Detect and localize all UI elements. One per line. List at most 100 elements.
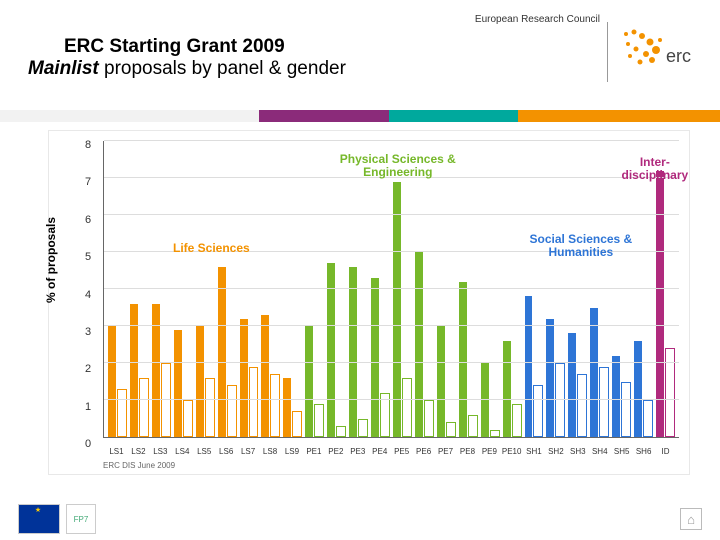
x-tick-label: LS4 xyxy=(173,447,192,456)
x-tick-label: SH6 xyxy=(634,447,653,456)
bar-female xyxy=(599,367,609,437)
bar-group xyxy=(503,141,522,437)
bar-group xyxy=(349,141,368,437)
bar-female xyxy=(292,411,302,437)
bar-female xyxy=(577,374,587,437)
bar-group xyxy=(656,141,675,437)
x-tick-label: LS7 xyxy=(239,447,258,456)
bar-male xyxy=(612,356,620,437)
bar-group xyxy=(196,141,215,437)
bar-male xyxy=(152,304,160,437)
chart-container: % of proposals Life SciencesPhysical Sci… xyxy=(48,130,690,475)
title-em: Mainlist xyxy=(28,58,99,79)
bar-male xyxy=(459,282,467,437)
bar-female xyxy=(468,415,478,437)
x-tick-label: PE1 xyxy=(304,447,323,456)
bar-male xyxy=(240,319,248,437)
bar-group xyxy=(546,141,565,437)
header-divider xyxy=(607,22,608,82)
gridline xyxy=(104,214,679,215)
slide-footer: FP7 ⌂ xyxy=(18,504,702,534)
fp7-icon: FP7 xyxy=(66,504,96,534)
y-tick-label: 4 xyxy=(85,289,91,301)
y-tick-label: 3 xyxy=(85,326,91,338)
x-tick-label: PE4 xyxy=(370,447,389,456)
bar-female xyxy=(533,385,543,437)
bar-group xyxy=(459,141,478,437)
bar-group xyxy=(130,141,149,437)
x-tick-label: SH5 xyxy=(612,447,631,456)
y-axis-title: % of proposals xyxy=(44,216,58,302)
y-tick-label: 5 xyxy=(85,251,91,263)
bar-group xyxy=(174,141,193,437)
bar-group xyxy=(481,141,500,437)
logo-text: erc xyxy=(666,46,691,66)
bar-female xyxy=(227,385,237,437)
strip-segment xyxy=(259,110,389,122)
bar-male xyxy=(108,326,116,437)
y-tick-label: 2 xyxy=(85,363,91,375)
bar-female xyxy=(446,422,456,437)
bar-female xyxy=(402,378,412,437)
bar-female xyxy=(270,374,280,437)
bar-group xyxy=(283,141,302,437)
bar-group xyxy=(108,141,127,437)
bar-male xyxy=(261,315,269,437)
bar-female xyxy=(336,426,346,437)
home-icon[interactable]: ⌂ xyxy=(680,508,702,530)
bar-group xyxy=(393,141,412,437)
x-labels: LS1LS2LS3LS4LS5LS6LS7LS8LS9PE1PE2PE3PE4P… xyxy=(103,447,679,456)
bar-female xyxy=(249,367,259,437)
bar-group xyxy=(371,141,390,437)
bar-male xyxy=(218,267,226,437)
bar-female xyxy=(205,378,215,437)
bar-female xyxy=(139,378,149,437)
bar-group xyxy=(327,141,346,437)
strip-segment xyxy=(389,110,519,122)
x-tick-label: PE6 xyxy=(414,447,433,456)
bar-male xyxy=(305,326,313,437)
bar-group xyxy=(305,141,324,437)
bar-female xyxy=(161,363,171,437)
bar-group xyxy=(240,141,259,437)
title-line-1: ERC Starting Grant 2009 xyxy=(64,36,700,58)
gridline xyxy=(104,399,679,400)
title-rest: proposals by panel & gender xyxy=(99,58,346,79)
y-tick-label: 0 xyxy=(85,438,91,450)
region-label: Physical Sciences &Engineering xyxy=(340,153,456,179)
bar-male xyxy=(174,330,182,437)
x-tick-label: LS9 xyxy=(283,447,302,456)
bar-male xyxy=(196,326,204,437)
x-tick-label: LS8 xyxy=(261,447,280,456)
bar-male xyxy=(130,304,138,437)
bar-group xyxy=(590,141,609,437)
bar-male xyxy=(415,252,423,437)
slide-header: European Research Council erc ERC Starti… xyxy=(0,0,720,110)
bar-male xyxy=(481,363,489,437)
bar-group xyxy=(261,141,280,437)
strip-segment xyxy=(518,110,619,122)
bar-group xyxy=(612,141,631,437)
plot-area: Life SciencesPhysical Sciences &Engineer… xyxy=(103,141,679,438)
bar-male xyxy=(634,341,642,437)
bar-group xyxy=(218,141,237,437)
bar-female xyxy=(621,382,631,438)
gridline xyxy=(104,325,679,326)
bar-female xyxy=(490,430,500,437)
bar-male xyxy=(656,171,664,437)
bars-layer xyxy=(104,141,679,437)
x-tick-label: LS2 xyxy=(129,447,148,456)
bar-group xyxy=(525,141,544,437)
x-tick-label: PE2 xyxy=(326,447,345,456)
bar-male xyxy=(525,296,533,437)
y-tick-label: 8 xyxy=(85,139,91,151)
bar-female xyxy=(314,404,324,437)
bar-group xyxy=(634,141,653,437)
bar-female xyxy=(555,363,565,437)
chart-footnote: ERC DIS June 2009 xyxy=(103,461,175,470)
x-tick-label: LS5 xyxy=(195,447,214,456)
x-tick-label: SH2 xyxy=(546,447,565,456)
gridline xyxy=(104,362,679,363)
x-tick-label: SH3 xyxy=(568,447,587,456)
bar-female xyxy=(183,400,193,437)
